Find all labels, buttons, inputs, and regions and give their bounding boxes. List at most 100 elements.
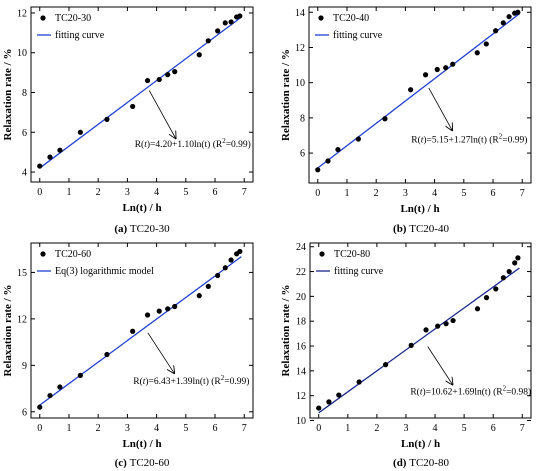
legend-marker-points [319,251,325,257]
x-tick-label: 4 [154,423,159,434]
x-tick-label: 2 [96,423,101,434]
data-point [77,129,83,135]
data-point [335,146,341,153]
data-point [57,384,63,390]
annotation-arrow [148,90,175,139]
data-point [165,306,171,312]
y-tick-label: 12 [295,43,305,54]
annotation-arrow [147,332,174,373]
x-tick-label: 5 [183,187,188,198]
x-tick-label: 5 [461,188,466,199]
data-point [215,272,221,279]
x-tick-label: 4 [154,187,159,198]
y-axis-title: Relaxation rate / % [2,285,14,377]
data-point [422,72,429,78]
panel-caption: (a) TC20-30 [114,223,170,235]
legend-label-points: TC20-30 [55,13,91,24]
y-tick-label: 9 [22,361,27,372]
data-point [172,303,178,310]
y-tick-label: 6 [300,149,305,160]
data-point [450,61,456,67]
y-tick-label: 6 [22,407,27,418]
x-tick-label: 1 [66,187,71,198]
data-point [215,28,221,34]
data-point [156,308,162,314]
x-axis-title: Ln(t) / h [122,438,161,450]
data-point [506,268,512,275]
panel-caption: (b) TC20-40 [393,223,449,235]
data-point [237,248,243,255]
data-point [356,379,362,385]
legend-label-line: fitting curve [334,266,384,277]
x-tick-label: 0 [37,423,42,434]
data-point [408,342,414,348]
plot-frame [308,6,532,184]
data-point [493,28,499,34]
x-tick-label: 3 [125,187,130,198]
data-point [443,321,449,327]
data-point [483,295,490,301]
legend-label-line: fitting curve [55,30,105,41]
fit-equation: R(t)=10.62+1.69ln(t) (R2=0.98) [410,384,531,397]
x-axis-title: Ln(t) / h [401,438,440,450]
x-tick-label: 4 [433,423,438,434]
x-tick-label: 1 [345,423,350,434]
data-point [228,19,234,25]
y-tick-label: 12 [296,391,306,402]
data-point [57,147,63,153]
data-point [515,9,521,15]
data-point [383,362,389,368]
data-point [434,66,440,73]
y-tick-label: 22 [296,267,306,278]
data-point [47,154,53,160]
data-point [172,69,178,75]
legend-marker-points [40,251,46,257]
y-tick-label: 15 [17,268,27,279]
x-tick-label: 6 [213,187,218,198]
x-tick-label: 0 [315,188,320,199]
fit-equation: R(t)=5.15+1.27ln(t) (R2=0.99) [411,133,527,146]
fit-equation: R(t)=4.20+1.10ln(t) (R2=0.99) [135,137,251,150]
x-tick-label: 6 [491,188,496,199]
data-point [130,328,136,334]
data-point [474,50,480,56]
x-tick-label: 0 [37,187,42,198]
data-point [443,65,449,71]
annotation-arrow [428,87,452,130]
y-tick-label: 4 [22,168,27,179]
legend-label-line: Eq(3) logarithmic model [55,266,154,277]
y-tick-label: 12 [17,8,27,19]
data-point [222,20,228,26]
y-tick-label: 16 [296,342,306,353]
x-tick-label: 6 [213,423,218,434]
data-point [450,317,456,324]
x-tick-label: 1 [66,423,71,434]
x-tick-label: 7 [242,187,247,198]
data-point [493,286,499,292]
x-tick-label: 4 [432,188,437,199]
legend-label-points: TC20-60 [55,249,91,260]
data-point [228,257,234,263]
data-point [500,20,506,26]
x-tick-label: 7 [520,423,525,434]
x-tick-label: 2 [374,188,379,199]
data-point [474,306,481,312]
legend-label-line: fitting curve [333,30,383,41]
data-point [326,399,332,405]
fit-line [318,267,520,414]
data-point [222,265,228,271]
data-point [336,392,342,398]
y-tick-label: 10 [17,48,27,59]
data-point [408,87,414,93]
y-tick-label: 10 [296,416,306,427]
data-point [500,275,506,281]
y-tick-label: 8 [300,113,305,124]
data-point [144,77,151,84]
data-point [77,372,83,379]
data-point [37,163,43,169]
y-axis-title: Relaxation rate / % [280,49,292,141]
y-tick-label: 14 [295,8,305,19]
